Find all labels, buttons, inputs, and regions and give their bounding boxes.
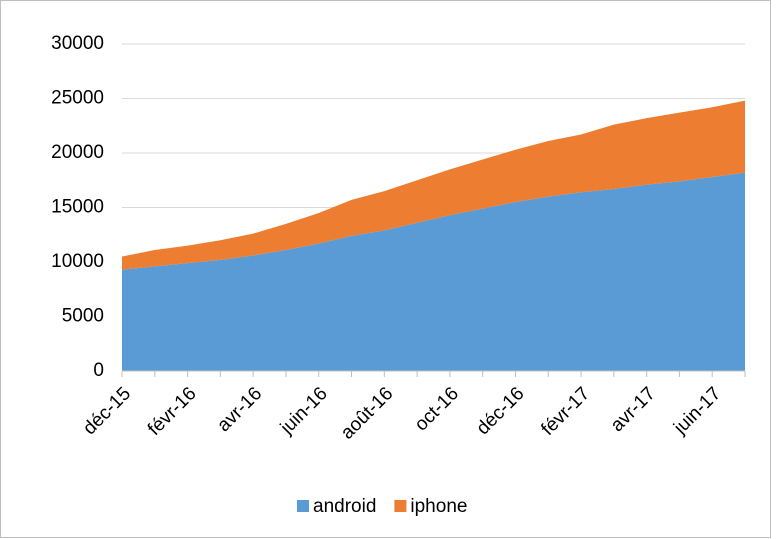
legend-label: iphone [410, 496, 467, 517]
area [122, 100, 745, 270]
y-tick-label: 30000 [51, 33, 104, 54]
y-tick-label: 20000 [51, 142, 104, 163]
y-tick-label: 25000 [51, 88, 104, 109]
y-tick-label: 5000 [62, 306, 104, 327]
y-tick-label: 0 [93, 360, 104, 381]
legend-swatch [394, 500, 407, 512]
legend-label: android [313, 496, 376, 517]
legend-swatch [297, 500, 309, 512]
y-tick-label: 15000 [51, 197, 104, 218]
y-tick-label: 10000 [51, 251, 104, 272]
area [122, 172, 745, 371]
